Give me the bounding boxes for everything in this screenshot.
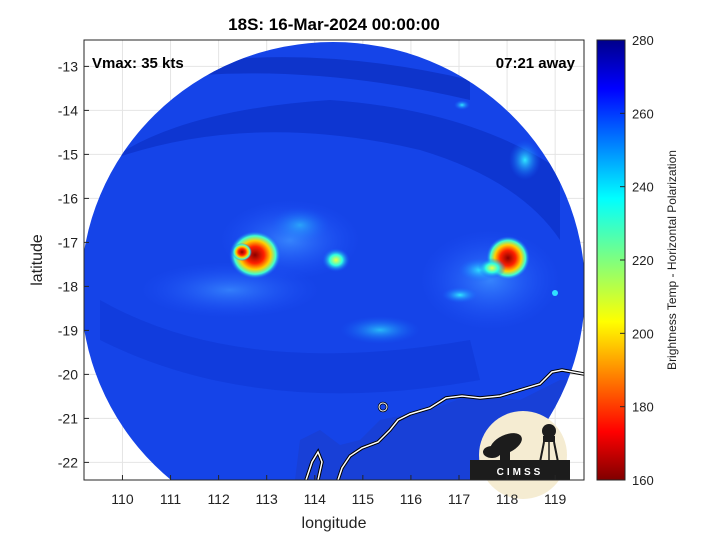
- y-tick-label: -16: [58, 190, 78, 206]
- colorbar-tick-label: 200: [632, 326, 654, 341]
- x-axis-ticks: 110 111 112 113 114 115 116 117 118 119: [111, 475, 567, 507]
- y-tick-label: -18: [58, 278, 78, 294]
- colorbar-tick-label: 280: [632, 33, 654, 48]
- cimss-logo: CIMSS: [470, 411, 570, 499]
- x-tick-label: 113: [256, 491, 279, 507]
- colorbar-tick-label: 260: [632, 106, 654, 121]
- y-tick-label: -21: [58, 410, 78, 426]
- colorbar-tick-label: 220: [632, 253, 654, 268]
- x-tick-label: 114: [304, 491, 327, 507]
- x-tick-label: 117: [448, 491, 471, 507]
- y-tick-label: -17: [58, 234, 78, 250]
- vmax-label: Vmax: 35 kts: [92, 55, 184, 72]
- colorbar-tick-label: 160: [632, 473, 654, 488]
- cimss-logo-text: CIMSS: [497, 467, 544, 478]
- x-tick-label: 115: [352, 491, 375, 507]
- y-axis-ticks: -13 -14 -15 -16 -17 -18 -19 -20 -21 -22: [58, 58, 89, 470]
- y-tick-label: -15: [58, 146, 78, 162]
- x-tick-label: 111: [160, 491, 181, 507]
- colorbar-label: Brightness Temp - Horizontal Polarizatio…: [665, 150, 679, 370]
- y-tick-label: -19: [58, 322, 78, 338]
- x-tick-label: 119: [544, 491, 567, 507]
- away-label: 07:21 away: [496, 55, 576, 72]
- x-axis-label: longitude: [302, 515, 367, 532]
- plot-frame: [83, 39, 585, 481]
- x-tick-label: 110: [111, 491, 134, 507]
- colorbar-tick-label: 180: [632, 400, 654, 415]
- satellite-swath: [84, 42, 584, 480]
- chart-title: 18S: 16-Mar-2024 00:00:00: [228, 15, 440, 34]
- colorbar-ticks: 280 260 240 220 200 180 160: [620, 33, 654, 488]
- y-tick-label: -14: [58, 102, 78, 118]
- x-tick-label: 118: [496, 491, 519, 507]
- x-tick-label: 112: [207, 491, 230, 507]
- y-tick-label: -13: [58, 58, 78, 74]
- x-tick-label: 116: [400, 491, 423, 507]
- y-tick-label: -22: [58, 454, 78, 470]
- y-tick-label: -20: [58, 366, 78, 382]
- coastline: [304, 368, 584, 480]
- y-axis-label: latitude: [29, 234, 46, 286]
- colorbar-tick-label: 240: [632, 180, 654, 195]
